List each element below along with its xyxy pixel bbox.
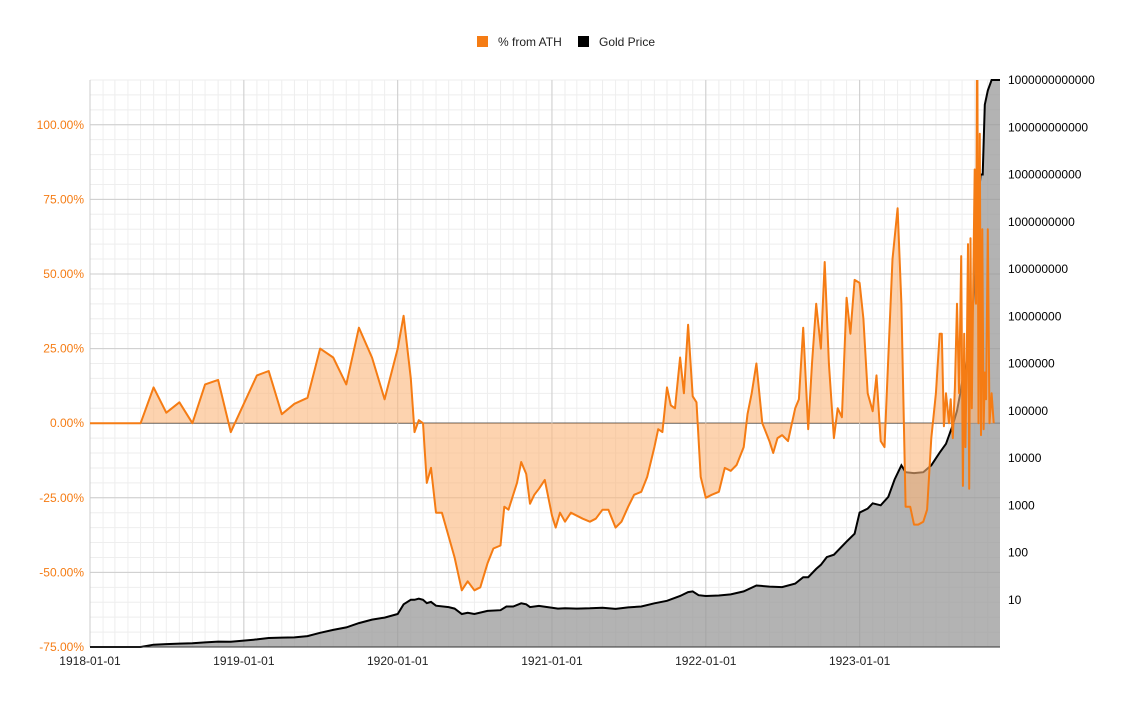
y-right-tick-label: 1000	[1008, 498, 1035, 512]
legend-label-gold-price: Gold Price	[599, 35, 655, 49]
y-right-tick-label: 1000000000000	[1008, 73, 1095, 87]
x-tick-label: 1921-01-01	[521, 654, 583, 668]
legend: % from ATH Gold Price	[477, 35, 655, 49]
legend-label-pct-from-ath: % from ATH	[498, 35, 562, 49]
y-left-tick-label: -75.00%	[39, 640, 84, 654]
y-right-tick-label: 100	[1008, 546, 1028, 560]
x-tick-label: 1923-01-01	[829, 654, 891, 668]
y-left-tick-label: -25.00%	[39, 491, 84, 505]
x-tick-label: 1920-01-01	[367, 654, 429, 668]
x-tick-label: 1922-01-01	[675, 654, 737, 668]
y-right-tick-label: 1000000000	[1008, 215, 1075, 229]
y-left-tick-label: 100.00%	[37, 118, 85, 132]
pct-from-ath-area	[90, 80, 994, 591]
y-right-tick-label: 100000000000	[1008, 120, 1088, 134]
y-left-tick-label: 0.00%	[50, 416, 84, 430]
x-tick-label: 1919-01-01	[213, 654, 275, 668]
y-right-tick-label: 10	[1008, 593, 1022, 607]
legend-swatch-pct-from-ath	[477, 36, 488, 47]
y-right-tick-label: 10000000	[1008, 309, 1062, 323]
y-right-tick-label: 10000000000	[1008, 168, 1082, 182]
pct-from-ath-line	[90, 80, 995, 592]
y-right-tick-label: 100000000	[1008, 262, 1068, 276]
x-tick-labels: 1918-01-01 1919-01-01 1920-01-01 1921-01-01…	[59, 654, 890, 668]
gold-price-area	[90, 80, 1000, 647]
y-left-tick-label: -50.00%	[39, 565, 84, 579]
y-left-tick-label: 75.00%	[43, 192, 84, 206]
y-left-tick-label: 25.00%	[43, 342, 84, 356]
gold-price-series	[90, 79, 1000, 648]
legend-swatch-gold-price	[578, 36, 589, 47]
y-right-tick-label: 100000	[1008, 404, 1048, 418]
y-right-tick-label: 10000	[1008, 451, 1042, 465]
y-right-tick-label: 1000000	[1008, 357, 1055, 371]
pct-from-ath-series	[90, 80, 995, 592]
y-right-tick-labels: 10 100 1000 10000 100000 1000000 10000000 10000…	[1008, 73, 1095, 607]
gold-price-line	[90, 79, 1000, 648]
y-left-tick-labels: -75.00% -50.00% -25.00% 0.00% 25.00% 50.00% 75…	[37, 118, 85, 654]
x-tick-label: 1918-01-01	[59, 654, 121, 668]
y-left-tick-label: 50.00%	[43, 267, 84, 281]
